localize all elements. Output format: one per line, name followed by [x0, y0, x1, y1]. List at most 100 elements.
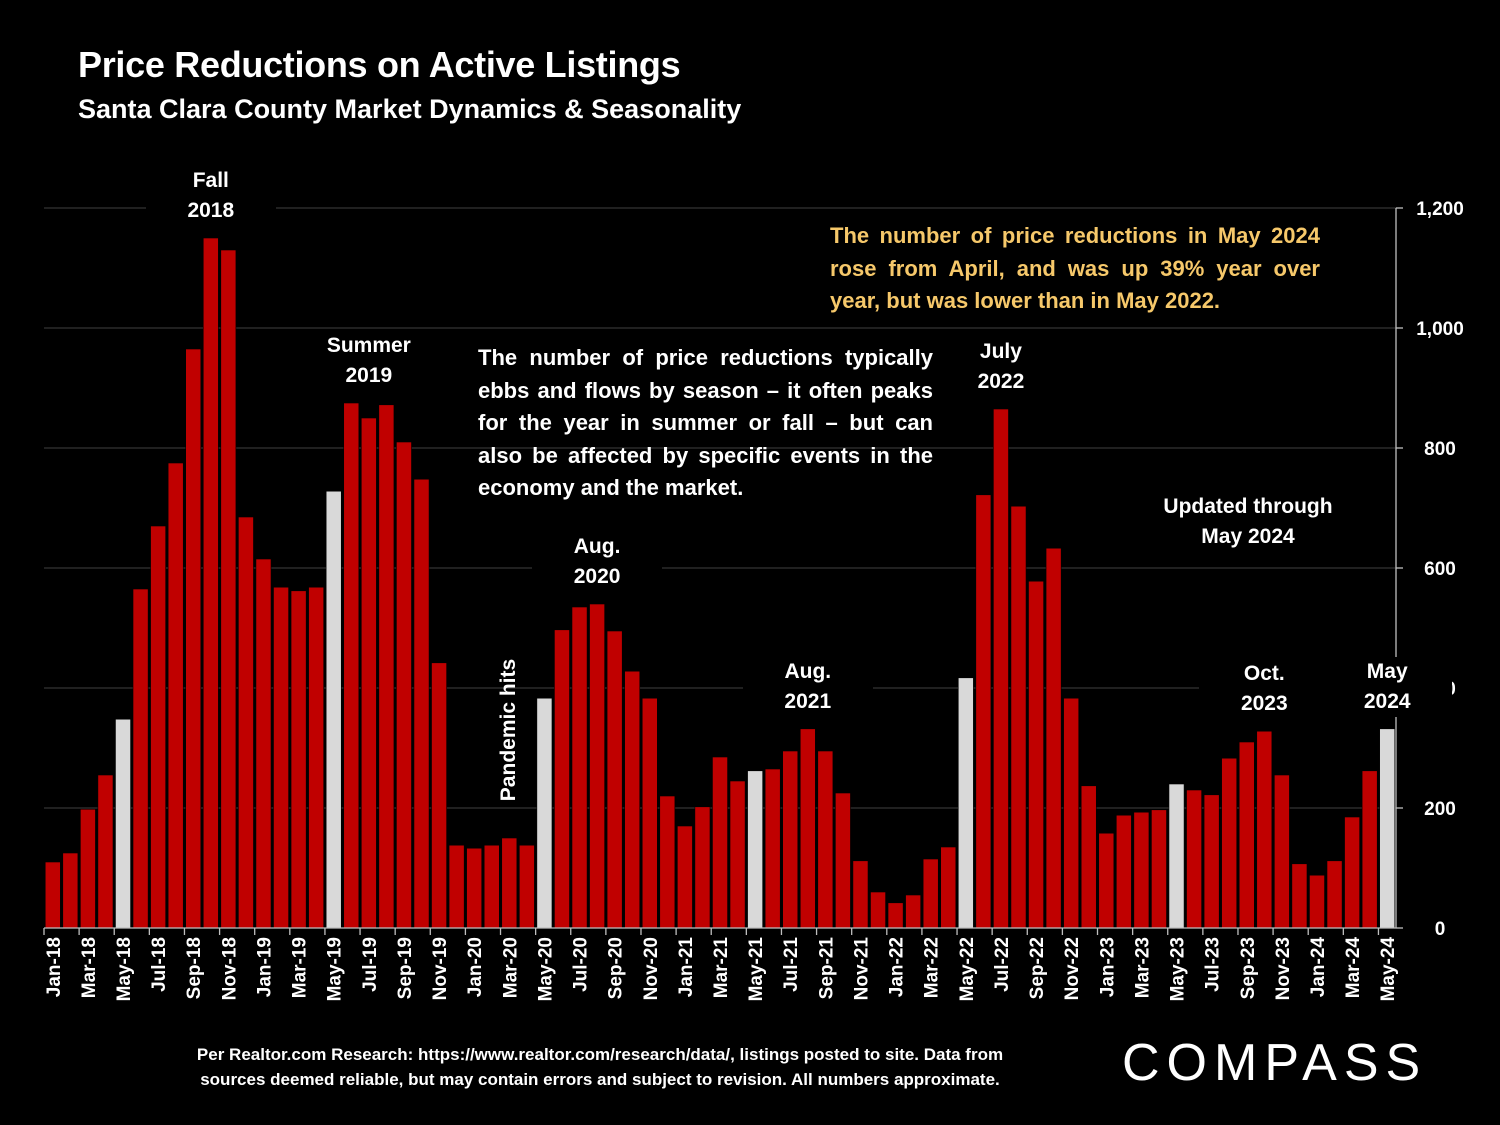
x-tick-label: Jul-20 [571, 937, 592, 992]
bar-aug-19 [378, 404, 395, 929]
bar-apr-21 [729, 780, 746, 929]
annotation-line: 2024 [1363, 689, 1411, 713]
bar-jun-21 [764, 768, 781, 929]
bar-feb-18 [62, 852, 79, 929]
bar-oct-19 [413, 478, 430, 929]
bar-jan-23 [1098, 832, 1115, 929]
annotation-line: 2022 [977, 370, 1025, 393]
bar-dec-18 [238, 516, 254, 929]
x-tick-label: Jan-20 [465, 937, 486, 997]
bar-dec-20 [659, 795, 676, 929]
bar-jul-19 [360, 417, 377, 929]
bar-nov-20 [641, 697, 658, 929]
x-tick-label: Mar-24 [1343, 937, 1364, 999]
bar-oct-20 [624, 670, 641, 929]
bar-aug-20 [589, 603, 605, 929]
y-tick-label: 600 [1424, 559, 1456, 580]
pandemic-label: Pandemic hits [497, 658, 520, 802]
bar-nov-18 [220, 249, 237, 929]
annotation-aug2021: Aug. 2021 [742, 656, 873, 717]
x-tick-label: Mar-20 [500, 937, 521, 998]
annotation-line: Summer [326, 334, 411, 357]
x-tick-label: Sep-22 [1027, 937, 1048, 999]
bar-may-19 [325, 490, 342, 929]
bar-nov-21 [852, 860, 869, 929]
bar-jul-22 [993, 408, 1009, 929]
annotation-line: Oct. [1243, 662, 1285, 686]
bar-feb-22 [905, 894, 921, 929]
bar-mar-20 [501, 837, 518, 929]
bar-oct-23 [1256, 730, 1273, 929]
x-tick-label: Sep-23 [1238, 937, 1259, 999]
bar-nov-23 [1274, 774, 1290, 929]
updated-note: Updated through May 2024 [1140, 492, 1356, 552]
bar-may-18 [115, 718, 131, 929]
x-tick-label: Sep-18 [184, 937, 205, 999]
x-tick-label: May-18 [114, 937, 135, 1001]
updated-line-2: May 2024 [1201, 525, 1295, 548]
x-tick-label: Nov-22 [1062, 937, 1083, 1000]
x-tick-label: Jan-22 [887, 937, 908, 997]
bar-jun-22 [975, 494, 992, 929]
bar-sep-20 [606, 630, 623, 929]
x-tick-label: Jan-19 [254, 937, 275, 997]
x-tick-label: Mar-21 [711, 937, 732, 999]
bar-apr-19 [308, 586, 325, 929]
bar-apr-18 [97, 774, 114, 929]
annotation-may2024: May 2024 [1322, 656, 1453, 717]
compass-logo: COMPASS [1122, 1034, 1428, 1092]
bar-apr-24 [1361, 770, 1378, 929]
x-tick-label: Jan-24 [1308, 937, 1329, 998]
annotation-line: Aug. [784, 659, 832, 683]
x-tick-label: Mar-18 [79, 937, 100, 998]
x-tick-label: May-24 [1378, 937, 1399, 1002]
bar-dec-22 [1080, 785, 1097, 929]
x-tick-label: Jul-23 [1203, 937, 1224, 992]
chart-subtitle: Santa Clara County Market Dynamics & Sea… [78, 94, 742, 124]
x-tick-label: Mar-19 [290, 937, 311, 998]
x-tick-label: Sep-21 [816, 937, 837, 1000]
annotation-line: 2018 [187, 199, 235, 222]
bar-dec-21 [870, 891, 886, 929]
x-tick-label: Nov-19 [430, 937, 451, 1000]
x-tick-label: Jan-23 [1097, 937, 1118, 997]
bar-jan-21 [677, 825, 693, 929]
x-tick-label: Mar-23 [1132, 937, 1153, 998]
annotation-line: July [979, 340, 1022, 363]
annotation-line: 2021 [784, 689, 832, 713]
source-note: Per Realtor.com Research: https://www.re… [100, 1042, 1100, 1092]
bar-apr-20 [519, 844, 535, 929]
x-tick-label: Sep-19 [395, 937, 416, 999]
x-tick-label: Nov-23 [1273, 937, 1294, 1000]
x-tick-label: Nov-21 [851, 937, 872, 1001]
x-tick-label: May-23 [1168, 937, 1189, 1001]
bar-jan-19 [255, 558, 272, 929]
bar-jan-20 [466, 847, 483, 929]
x-tick-label: Jul-22 [992, 937, 1013, 992]
y-tick-label: 800 [1424, 439, 1456, 460]
annotation-july2022: July 2022 [935, 337, 1066, 397]
x-tick-label: Mar-22 [922, 937, 943, 998]
bar-jul-21 [782, 750, 799, 929]
bar-mar-18 [80, 808, 96, 929]
bar-aug-22 [1010, 505, 1027, 929]
y-tick-label: 1,000 [1416, 319, 1464, 340]
annotation-aug2020: Aug. 2020 [532, 532, 663, 592]
x-axis: Jan-18 Mar-18 May-18 Jul-18 Sep-18 Nov-18 Jan-… [43, 927, 1399, 1002]
bar-aug-18 [167, 462, 184, 929]
bar-may-24 [1379, 728, 1396, 929]
annotation-line: Fall [192, 169, 229, 192]
bar-sep-21 [817, 750, 834, 929]
annotation-line: Aug. [573, 535, 621, 558]
source-line-1: Per Realtor.com Research: https://www.re… [196, 1045, 1004, 1064]
bar-jul-23 [1203, 794, 1220, 929]
bar-feb-19 [273, 586, 289, 929]
bar-sep-22 [1028, 580, 1044, 929]
bar-mar-24 [1344, 816, 1360, 929]
bar-jan-24 [1309, 874, 1325, 929]
bar-may-20 [536, 697, 553, 929]
bar-nov-22 [1063, 697, 1080, 929]
x-tick-label: Nov-20 [641, 937, 662, 1000]
bar-oct-22 [1045, 547, 1062, 929]
